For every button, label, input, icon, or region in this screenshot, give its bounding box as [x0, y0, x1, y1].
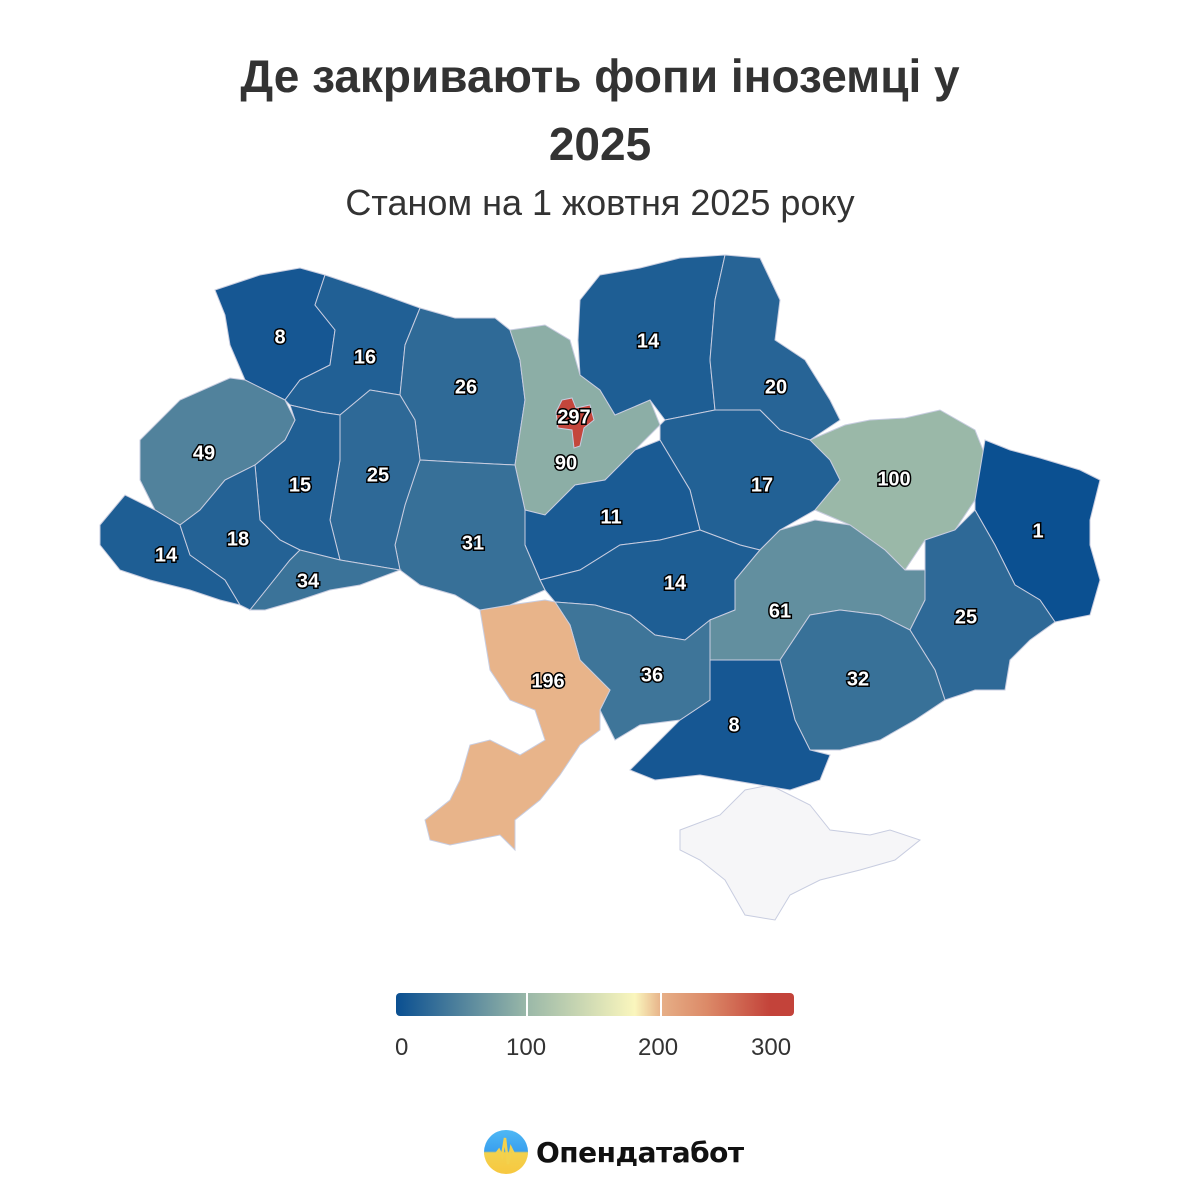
- region-value-label: 20: [765, 376, 787, 398]
- region-value-label: 25: [955, 606, 977, 628]
- region-value-label: 31: [462, 532, 484, 554]
- region-value-label: 34: [297, 570, 320, 592]
- region-value-label: 15: [289, 474, 311, 496]
- title-line-2: 2025: [548, 118, 652, 170]
- region-value-label: 49: [193, 442, 215, 464]
- region[interactable]: [909, 509, 1056, 701]
- region-value-label: 297: [557, 406, 590, 428]
- brand-name: Опендатабот: [536, 1135, 744, 1169]
- legend-tick: 0: [395, 1034, 409, 1061]
- region-value-label: 18: [227, 528, 249, 550]
- region-no-data: [679, 784, 922, 921]
- region-value-label: 16: [354, 346, 376, 368]
- region[interactable]: [629, 659, 831, 791]
- region-value-label: 61: [769, 600, 791, 622]
- region[interactable]: [555, 397, 595, 449]
- legend-tick: 300: [751, 1034, 792, 1061]
- region[interactable]: [424, 599, 611, 852]
- region[interactable]: [709, 254, 841, 441]
- region-value-label: 32: [847, 668, 869, 690]
- region-value-label: 14: [155, 544, 178, 566]
- region[interactable]: [248, 549, 402, 611]
- legend-tick: 200: [638, 1034, 679, 1061]
- region-value-label: 8: [728, 714, 739, 736]
- region-value-label: 196: [531, 670, 564, 692]
- region-value-label: 36: [641, 664, 663, 686]
- region-value-label: 11: [600, 506, 621, 528]
- region-value-label: 14: [637, 330, 660, 352]
- region-value-label: 1: [1032, 520, 1043, 542]
- region-value-label: 17: [751, 474, 773, 496]
- region-value-label: 8: [274, 326, 285, 348]
- legend-separator: [660, 993, 662, 1016]
- color-legend: [396, 993, 794, 1016]
- brand-logo: Опендатабот: [484, 1130, 744, 1174]
- legend-tick: 100: [506, 1034, 547, 1061]
- region-value-label: 26: [455, 376, 477, 398]
- chart-subtitle: Станом на 1 жовтня 2025 року: [345, 182, 855, 223]
- region-value-label: 100: [877, 468, 910, 490]
- legend-separator: [526, 993, 528, 1016]
- logo-pulse-icon: [484, 1130, 528, 1174]
- title-line-1: Де закривають фопи іноземці у: [240, 50, 960, 102]
- region-value-label: 25: [367, 464, 389, 486]
- chart-title: Де закривають фопи іноземці у 2025: [0, 42, 1200, 178]
- region-value-label: 90: [555, 452, 577, 474]
- region-value-label: 14: [664, 572, 687, 594]
